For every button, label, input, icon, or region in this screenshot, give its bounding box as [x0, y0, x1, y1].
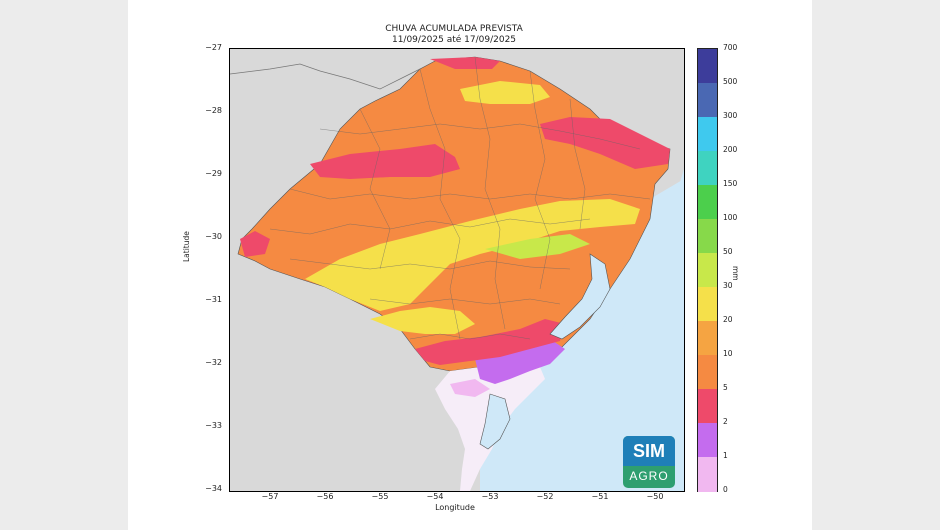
- lagoa-mirim: [479, 393, 511, 450]
- red-northeast-band: [540, 117, 670, 169]
- red-west-tip: [240, 231, 270, 257]
- neighbor-land-north: [230, 49, 684, 199]
- ytick-label: −34: [205, 484, 222, 493]
- yellow-north-patch: [460, 81, 550, 104]
- ytick-label: −28: [205, 106, 222, 115]
- title-line1: CHUVA ACUMULADA PREVISTA: [385, 24, 523, 34]
- colorbar-tick-label: 20: [723, 315, 733, 324]
- colorbar: [697, 48, 718, 492]
- ytick-label: −27: [205, 43, 222, 52]
- colorbar-tick-label: 200: [723, 145, 738, 154]
- xtick-label: −52: [536, 492, 554, 501]
- colorbar-segment: [698, 219, 717, 254]
- red-south-band: [415, 319, 565, 365]
- colorbar-tick-label: 700: [723, 43, 738, 52]
- xtick-label: −57: [261, 492, 279, 501]
- rainfall-map: [229, 48, 685, 492]
- colorbar-segment: [698, 83, 717, 118]
- colorbar-tick-label: 100: [723, 213, 738, 222]
- logo-bottom-text: AGRO: [629, 469, 669, 483]
- title-line2: 11/09/2025 até 17/09/2025: [391, 35, 517, 45]
- colorbar-segment: [698, 287, 717, 322]
- ytick-label: −30: [205, 232, 222, 241]
- colorbar-segment: [698, 185, 717, 220]
- colorbar-segment: [698, 423, 717, 458]
- xtick-label: −53: [481, 492, 499, 501]
- ytick-label: −31: [205, 295, 222, 304]
- xtick-label: −55: [371, 492, 389, 501]
- colorbar-segment: [698, 49, 717, 84]
- colorbar-segment: [698, 117, 717, 152]
- colorbar-tick-label: 1: [723, 451, 728, 460]
- y-axis-title: Latitude: [182, 231, 191, 262]
- ytick-label: −32: [205, 358, 222, 367]
- colorbar-tick-label: 0: [723, 485, 728, 494]
- colorbar-segment: [698, 253, 717, 288]
- colorbar-segment: [698, 457, 717, 492]
- xtick-label: −54: [426, 492, 444, 501]
- red-northwest-band: [310, 144, 460, 179]
- border-line-north: [230, 63, 421, 90]
- purple-band: [475, 339, 565, 384]
- yellowgreen-patch: [485, 234, 590, 259]
- municipal-lines: [269, 56, 651, 340]
- colorbar-segment: [698, 389, 717, 424]
- yellow-south-patch: [370, 307, 475, 334]
- colorbar-segment: [698, 355, 717, 390]
- yellow-central-band: [305, 199, 640, 311]
- xtick-label: −56: [316, 492, 334, 501]
- colorbar-tick-label: 10: [723, 349, 733, 358]
- colorbar-segment: [698, 151, 717, 186]
- colorbar-unit: mm: [731, 266, 740, 281]
- colorbar-tick-label: 300: [723, 111, 738, 120]
- colorbar-segment: [698, 321, 717, 356]
- colorbar-tick-label: 500: [723, 77, 738, 86]
- colorbar-tick-label: 150: [723, 179, 738, 188]
- xtick-label: −51: [591, 492, 609, 501]
- map-title: CHUVA ACUMULADA PREVISTA 11/09/2025 até …: [200, 24, 708, 46]
- sim-agro-logo: SIM AGRO: [623, 436, 675, 488]
- light-purple-patch: [450, 379, 490, 397]
- colorbar-tick-label: 30: [723, 281, 733, 290]
- red-north-tip: [430, 57, 500, 69]
- lagoa-dos-patos: [549, 253, 611, 340]
- x-axis-title: Longitude: [435, 503, 475, 512]
- colorbar-tick-label: 2: [723, 417, 728, 426]
- xtick-label: −50: [646, 492, 664, 501]
- ytick-label: −29: [205, 169, 222, 178]
- colorbar-tick-label: 5: [723, 383, 728, 392]
- colorbar-tick-label: 50: [723, 247, 733, 256]
- map-svg: [230, 49, 684, 491]
- ocean: [530, 169, 684, 491]
- ytick-label: −33: [205, 421, 222, 430]
- logo-top-text: SIM: [623, 436, 675, 466]
